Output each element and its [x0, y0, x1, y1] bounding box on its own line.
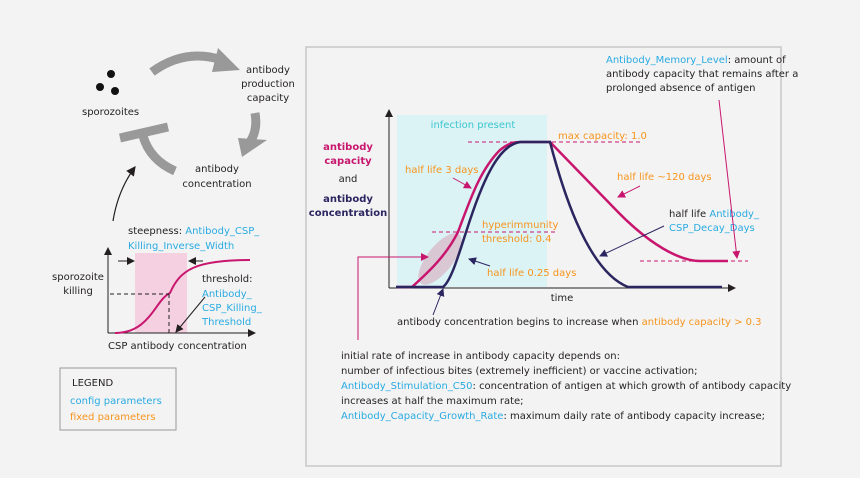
infection-label: infection present: [431, 120, 516, 131]
production-label-2: production: [241, 79, 295, 90]
cycle-arrow-top: [149, 51, 224, 76]
legend-config: config parameters: [70, 396, 162, 407]
sporozoite-dots-icon: [96, 70, 119, 95]
steepness-param: Killing_Inverse_Width: [128, 241, 234, 252]
main-chart: infection present antibody capacity and …: [309, 55, 799, 422]
killing-ylabel-2: killing: [63, 286, 93, 297]
notes-line-3: Antibody_Stimulation_C50: concentration …: [341, 381, 791, 392]
legend-title: LEGEND: [72, 378, 113, 389]
concentration-label-2: concentration: [182, 179, 251, 190]
steepness-label: steepness: Antibody_CSP_: [128, 226, 260, 237]
ylabel-concentration-1: antibody: [323, 194, 373, 205]
half-life-3-label: half life 3 days: [405, 165, 479, 176]
memory-param: Antibody_Memory_Level: amount of: [606, 55, 786, 66]
xlabel-time: time: [551, 293, 574, 304]
max-capacity-label: max capacity: 1.0: [558, 131, 647, 142]
notes-line-1: initial rate of increase in antibody cap…: [341, 351, 620, 362]
killing-xlabel: CSP antibody concentration: [108, 341, 247, 352]
memory-text-3: prolonged absence of antigen: [606, 83, 755, 94]
killing-curve: [114, 259, 251, 334]
half-life-025-label: half life 0.25 days: [487, 268, 576, 279]
killing-chart: steepness: Antibody_CSP_ Killing_Inverse…: [52, 226, 263, 352]
begin-increase-text: antibody concentration begins to increas…: [397, 317, 762, 328]
legend-fixed: fixed parameters: [70, 412, 156, 423]
cycle-arrow-right: [246, 112, 261, 145]
notes-line-4: increases at half the maximum rate;: [341, 396, 524, 407]
notes-line-5: Antibody_Capacity_Growth_Rate: maximum d…: [341, 411, 765, 422]
sporozoites-label: sporozoites: [82, 107, 139, 118]
capacity-curve: [396, 140, 728, 289]
threshold-label: threshold:: [202, 274, 252, 285]
ylabel-and: and: [339, 174, 358, 185]
cycle-inhibition-arc: [138, 134, 177, 176]
ylabel-capacity-1: antibody: [323, 142, 373, 153]
initial-rate-pointer: [357, 253, 429, 340]
cycle-diagram: sporozoites antibody production capacity…: [82, 48, 295, 222]
decay-param: CSP_Decay_Days: [669, 223, 755, 234]
threshold-param-1: Antibody_: [202, 289, 253, 300]
hyperimmunity-label-1: hyperimmunity: [482, 220, 559, 231]
notes-line-2: number of infectious bites (extremely in…: [341, 366, 697, 377]
legend: LEGEND config parameters fixed parameter…: [59, 367, 177, 431]
threshold-param-3: Threshold: [201, 317, 251, 328]
production-label-3: capacity: [247, 93, 289, 104]
concentration-curve: [396, 140, 722, 289]
production-label-1: antibody: [246, 65, 290, 76]
killing-ylabel-1: sporozoite: [52, 272, 104, 283]
threshold-param-2: CSP_Killing_: [202, 303, 263, 314]
hyperimmunity-label-2: threshold: 0.4: [482, 234, 552, 245]
half-life-120-label: half life ~120 days: [617, 172, 712, 183]
decay-label: half life Antibody_: [669, 209, 760, 220]
concentration-label-1: antibody: [195, 164, 239, 175]
ylabel-capacity-2: capacity: [324, 156, 372, 167]
memory-text-2: antibody capacity that remains after a: [606, 69, 798, 80]
ylabel-concentration-2: concentration: [309, 208, 387, 219]
